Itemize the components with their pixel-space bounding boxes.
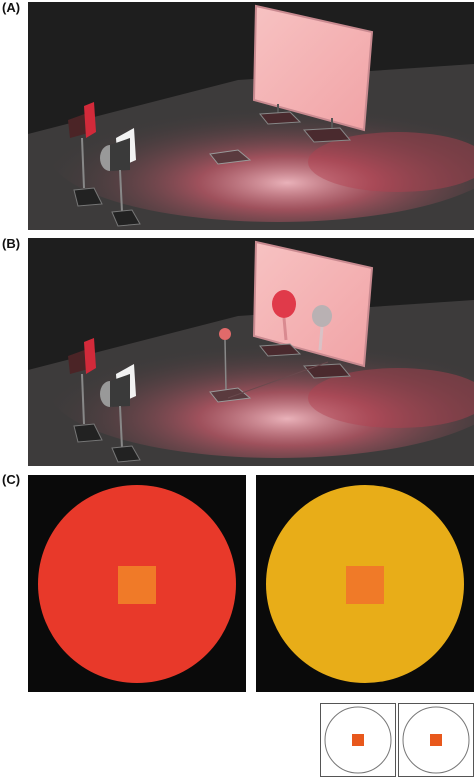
thumbnail-patch	[352, 734, 364, 746]
thumbnail-right-graphic	[402, 706, 470, 774]
thumbnail-left-graphic	[324, 706, 392, 774]
scene-a-illustration	[28, 2, 474, 230]
panel-c-label: (C)	[2, 472, 21, 487]
test-sphere	[219, 328, 231, 340]
stimulus-left	[28, 475, 246, 692]
orange-center-patch	[118, 566, 156, 604]
thumbnail-patch	[430, 734, 442, 746]
floor-plate	[209, 387, 252, 403]
grey-disk-on-screen	[312, 305, 332, 327]
display-screen	[252, 4, 374, 132]
panel-a-label: (A)	[2, 0, 21, 15]
thumbnail-left	[320, 703, 396, 777]
light-pool	[48, 318, 474, 458]
panel-b-label: (B)	[2, 236, 21, 251]
display-screen	[252, 240, 374, 368]
scene-b-illustration	[28, 238, 474, 466]
orange-center-patch	[346, 566, 384, 604]
red-disk-on-screen	[272, 290, 296, 318]
thumbnail-right	[398, 703, 474, 777]
light-pool	[48, 82, 474, 222]
stimulus-right	[256, 475, 474, 692]
floor-plate	[209, 149, 252, 165]
stimulus-left-graphic	[38, 485, 236, 683]
stimulus-right-graphic	[266, 485, 464, 683]
